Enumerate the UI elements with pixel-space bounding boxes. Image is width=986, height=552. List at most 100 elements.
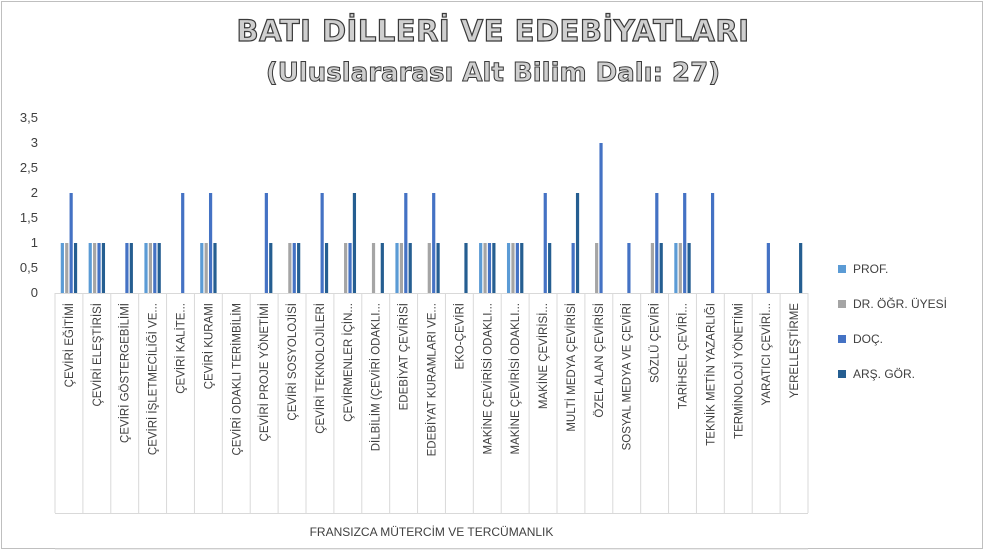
- x-category-label: DİLBİLİM (ÇEVİRİ ODAKLI...: [370, 303, 383, 451]
- bar: [408, 243, 412, 293]
- x-category-label: ÇEVİRİ TEKNOLOJİLERİ: [314, 303, 327, 434]
- x-category-label: MULTİ MEDYA ÇEVİRİSİ: [565, 303, 578, 432]
- x-category-label: MAKİNE ÇEVİRİSİ ODAKLI...: [481, 303, 494, 454]
- bar: [650, 243, 655, 293]
- bar: [352, 193, 357, 293]
- bar: [543, 193, 547, 293]
- bar: [432, 193, 436, 293]
- x-category-label: ÇEVİRMENLER İÇİN...: [342, 303, 355, 422]
- y-tick-label: 0,5: [20, 260, 38, 275]
- legend-label: ARŞ. GÖR.: [853, 367, 916, 381]
- y-tick-label: 2: [31, 185, 38, 200]
- bar: [148, 243, 153, 293]
- bar: [395, 243, 399, 293]
- y-tick-label: 3: [31, 135, 38, 150]
- bar: [799, 243, 803, 293]
- bar: [65, 243, 69, 293]
- bar: [674, 243, 678, 293]
- legend-swatch: [838, 265, 846, 273]
- y-tick-label: 1,5: [20, 210, 38, 225]
- bar: [511, 243, 515, 293]
- bar: [129, 243, 133, 293]
- bar: [157, 243, 161, 293]
- bar: [599, 143, 603, 293]
- bar: [520, 243, 524, 293]
- bar: [506, 243, 511, 293]
- bar: [436, 243, 440, 293]
- x-category-label: YARATICI ÇEVİRİ...: [760, 303, 773, 405]
- bar: [548, 243, 552, 293]
- bar: [204, 243, 208, 293]
- x-category-label: SÖZLÜ ÇEVİRİ: [649, 303, 662, 383]
- bar: [324, 243, 329, 293]
- chart-legend: PROF. DR. ÖĞR. ÜYESİ DOÇ. ARŞ. GÖR.: [838, 262, 947, 402]
- bar: [88, 243, 92, 293]
- bar: [297, 243, 301, 293]
- x-category-label: EDEBİYAT KURAMLARI VE...: [426, 303, 439, 456]
- legend-label: PROF.: [853, 262, 889, 276]
- chart-subtitle: (Uluslararası Alt Bilim Dalı: 27): [265, 58, 721, 89]
- bar: [492, 243, 496, 293]
- bar: [483, 243, 487, 293]
- x-category-label: EDEBİYAT ÇEVİRİSİ: [398, 303, 411, 410]
- x-category-label: ÇEVİRİ SOSYOLOJİSİ: [286, 303, 299, 421]
- bar: [69, 193, 73, 293]
- bar: [264, 193, 268, 293]
- x-category-label: ÖZEL ALAN ÇEVİRİSİ: [593, 303, 606, 418]
- bar: [144, 243, 148, 293]
- x-category-label: ÇEVİRİ EĞİTİMİ: [63, 303, 76, 387]
- bar: [320, 193, 324, 293]
- x-category-label: ÇEVİRİ ODAKLI TERİMBİLİM: [230, 303, 243, 456]
- x-category-label: ÇEVİRİ GÖSTERGEBİLİMİ: [119, 303, 132, 443]
- bar: [487, 243, 492, 293]
- bar: [687, 243, 691, 293]
- bar: [288, 243, 292, 293]
- bar: [627, 243, 631, 293]
- bar: [73, 243, 78, 293]
- y-tick-label: 2,5: [20, 160, 38, 175]
- x-category-label: YERELLEŞTİRME: [788, 303, 801, 399]
- legend-item: DOÇ.: [838, 332, 947, 346]
- legend-label: DR. ÖĞR. ÜYESİ: [853, 297, 948, 311]
- legend-item: DR. ÖĞR. ÜYESİ: [838, 297, 947, 311]
- x-category-label: TEKNİK METİN YAZARLIĞI: [704, 303, 717, 446]
- bar: [292, 243, 296, 293]
- bar: [153, 243, 157, 293]
- bar: [200, 243, 204, 293]
- legend-item: PROF.: [838, 262, 947, 276]
- bar: [595, 243, 599, 293]
- bar: [659, 243, 663, 293]
- x-category-label: ÇEVİRİ İŞLETMECİLİĞİ VE...: [147, 303, 160, 455]
- bar: [404, 193, 408, 293]
- bar: [479, 243, 483, 293]
- bar: [571, 243, 575, 293]
- x-category-label: TERMİNOLOJİ YÖNETİMİ: [732, 303, 745, 439]
- bar: [655, 193, 659, 293]
- x-category-label: TARİHSEL ÇEVİRİ...: [677, 303, 690, 409]
- bar: [93, 243, 97, 293]
- bar: [269, 243, 273, 293]
- bar: [348, 243, 352, 293]
- y-tick-label: 3,5: [20, 110, 38, 125]
- x-category-label: ÇEVİRİ ELEŞTİRİSİ: [91, 303, 104, 407]
- bar: [213, 243, 217, 293]
- bar: [427, 243, 431, 293]
- chart-title: BATI DİLLERİ VE EDEBİYATLARI: [236, 13, 750, 48]
- x-category-label: EKO-ÇEVİRİ: [453, 303, 466, 369]
- bar: [678, 243, 682, 293]
- bar: [766, 243, 770, 293]
- bar: [97, 243, 101, 293]
- y-tick-label: 1: [31, 235, 38, 250]
- y-tick-label: 0: [31, 285, 38, 300]
- x-category-label: ÇEVİRİ KALİTE...: [175, 303, 188, 394]
- bar: [181, 193, 185, 293]
- legend-swatch: [838, 370, 846, 378]
- x-category-label: MAKİNE ÇEVİRİSİ...: [537, 303, 550, 409]
- bar: [208, 193, 213, 293]
- bar: [710, 193, 715, 293]
- x-category-label: ÇEVİRİ PROJE YÖNETİMİ: [258, 303, 271, 441]
- x-axis-title: FRANSIZCA MÜTERCİM VE TERCÜMANLIK: [310, 525, 554, 539]
- bar: [380, 243, 384, 293]
- x-category-label: ÇEVİRİ KURAMI: [202, 303, 215, 389]
